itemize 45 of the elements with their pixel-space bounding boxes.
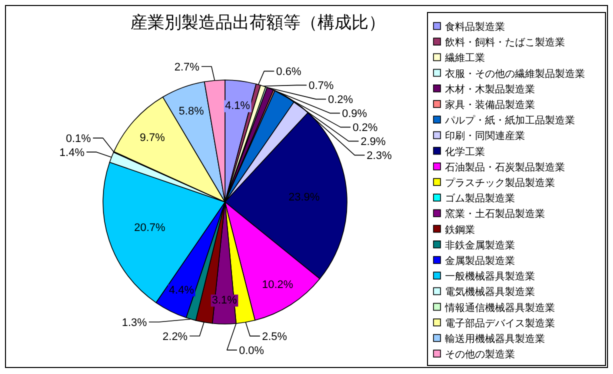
chart-title: 産業別製造品出荷額等（構成比）: [130, 13, 386, 32]
data-label: 10.2%: [262, 279, 294, 292]
data-label: 0.2%: [328, 94, 354, 106]
data-label: 1.4%: [59, 147, 85, 160]
legend-label: 木材・木製品製造業: [445, 83, 535, 96]
data-label: 0.2%: [352, 122, 378, 134]
legend-label: プラスチック製品製造業: [445, 177, 555, 189]
legend-label: 石油製品・石炭製品製造業: [445, 161, 565, 174]
legend-label: 家具・装備品製造業: [445, 99, 535, 111]
data-label: 20.7%: [134, 222, 166, 234]
legend-label: 一般機械器具製造業: [445, 270, 535, 283]
data-label: 2.7%: [174, 61, 200, 74]
data-label: 2.5%: [262, 331, 288, 344]
legend-label: ゴム製品製造業: [445, 192, 515, 205]
legend-label: 金属製品製造業: [445, 255, 515, 267]
legend-label: 化学工業: [445, 146, 485, 158]
data-label: 4.4%: [168, 284, 194, 296]
text: 0.0%: [239, 345, 264, 358]
legend-label: 鉄鋼業: [445, 224, 475, 236]
legend-label: 衣服・その他の繊維製品製造業: [445, 68, 585, 80]
legend-label: 電子部品デバイス製造業: [445, 317, 555, 330]
data-label: 0.9%: [342, 108, 368, 120]
legend-label: その他の製造業: [445, 348, 515, 361]
data-label: 5.8%: [178, 105, 204, 118]
data-label: 2.2%: [162, 330, 188, 343]
legend-label: 食料品製造業: [445, 21, 505, 33]
data-label: 0.1%: [66, 133, 92, 146]
data-label: 2.9%: [360, 136, 386, 148]
legend-label: 輸送用機械器具製造業: [445, 333, 545, 345]
data-label: 1.3%: [122, 316, 148, 329]
data-label: 9.7%: [140, 132, 166, 144]
data-label: 2.3%: [366, 150, 392, 162]
data-label: 0.7%: [308, 80, 334, 92]
legend-label: 飲料・飼料・たばこ製造業: [445, 36, 565, 49]
legend-label: 非鉄金属製造業: [445, 239, 515, 252]
legend-label: 情報通信機械器具製造業: [444, 302, 555, 314]
legend-label: 電気機械器具製造業: [445, 286, 535, 298]
legend-label: 繊維工業: [444, 52, 485, 64]
legend-label: パルプ・紙・紙加工品製造業: [444, 114, 575, 127]
legend-label: 窯業・土石製品製造業: [445, 208, 545, 220]
data-label: 23.9%: [288, 191, 320, 204]
data-label: 3.1%: [212, 294, 238, 307]
legend-label: 印刷・同関連産業: [445, 130, 525, 142]
data-label: 4.1%: [225, 100, 250, 112]
data-label: 0.6%: [276, 66, 302, 78]
